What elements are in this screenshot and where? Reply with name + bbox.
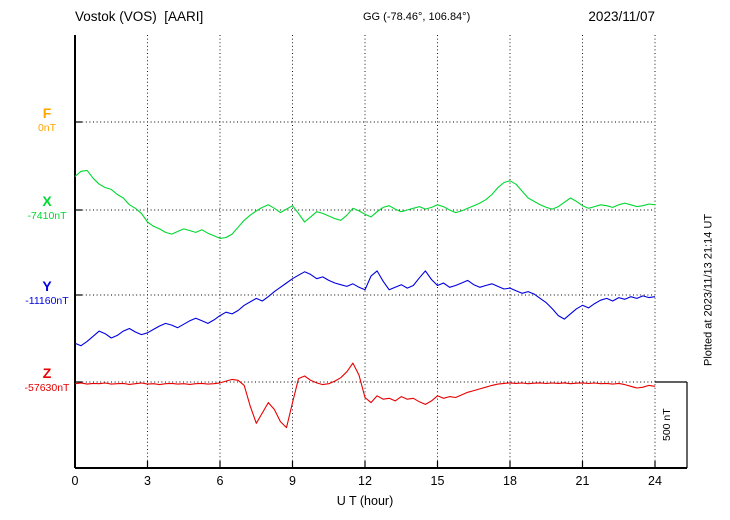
trace-y [74, 270, 656, 347]
x-tick-label: 3 [144, 474, 151, 488]
series-name-x: X [42, 193, 52, 209]
series-label-f: F 0nT [10, 106, 84, 134]
x-tick-label: 12 [358, 474, 372, 488]
x-tick-label: 15 [430, 474, 445, 488]
series-baseline-z: -57630nT [24, 381, 70, 394]
scale-bar-label: 500 nT [661, 408, 673, 442]
series-label-z: Z -57630nT [10, 366, 84, 394]
series-label-y: Y -11160nT [10, 279, 84, 307]
series-baseline-x: -7410nT [27, 209, 67, 222]
x-tick-label: 24 [648, 474, 662, 488]
series-baseline-y: -11160nT [25, 294, 69, 307]
series-name-z: Z [42, 365, 52, 381]
series-name-f: F [42, 105, 52, 121]
x-axis-title: U T (hour) [336, 494, 394, 508]
plotted-at-note: Plotted at 2023/11/13 21:14 UT [702, 213, 715, 367]
series-label-x: X -7410nT [10, 194, 84, 222]
series-name-y: Y [42, 278, 52, 294]
series-baseline-f: 0nT [37, 121, 57, 134]
date-label: 2023/11/07 [588, 9, 655, 24]
x-tick-label: 21 [575, 474, 590, 488]
station-title: Vostok (VOS) [AARI] [75, 9, 204, 24]
x-tick-label: 6 [216, 474, 224, 488]
x-tick-label: 0 [71, 474, 79, 488]
x-tick-label: 18 [503, 474, 517, 488]
trace-z [74, 362, 656, 429]
trace-x [74, 169, 656, 239]
gg-coordinates: GG (-78.46°, 106.84°) [363, 11, 471, 23]
x-tick-label: 9 [289, 474, 296, 488]
